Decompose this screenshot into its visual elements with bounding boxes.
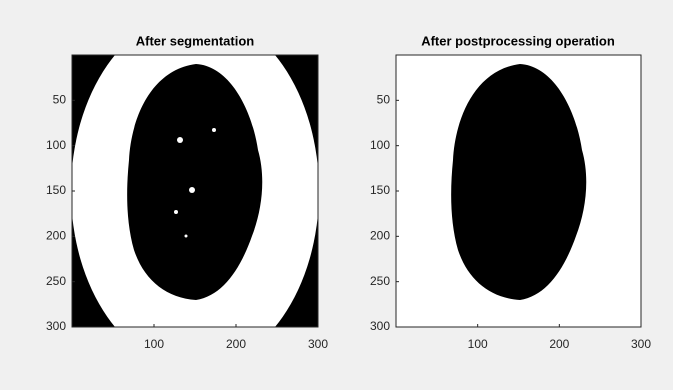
x-tick-label: 100: [144, 337, 164, 351]
y-tick-label: 300: [370, 319, 390, 333]
x-tick-label: 300: [631, 337, 651, 351]
y-tick-label: 50: [53, 93, 67, 107]
y-tick-label: 250: [370, 274, 390, 288]
y-tick-label: 150: [46, 183, 66, 197]
y-tick-label: 100: [46, 138, 66, 152]
hole: [177, 137, 183, 143]
hole: [174, 210, 178, 214]
y-tick-label: 200: [370, 229, 390, 243]
y-tick-label: 50: [377, 93, 391, 107]
x-tick-label: 200: [549, 337, 569, 351]
axes-title: After segmentation: [136, 33, 255, 48]
x-tick-label: 300: [308, 337, 328, 351]
y-tick-label: 200: [46, 229, 66, 243]
axes-title: After postprocessing operation: [421, 33, 615, 48]
postprocessed-image: [396, 55, 641, 327]
hole: [189, 187, 195, 193]
segmentation-image: [71, 13, 319, 369]
figure: After segmentation After postprocessing …: [0, 0, 673, 390]
hole: [185, 235, 188, 238]
x-tick-label: 200: [226, 337, 246, 351]
y-tick-label: 300: [46, 319, 66, 333]
x-tick-label: 100: [468, 337, 488, 351]
y-tick-label: 150: [370, 183, 390, 197]
y-tick-label: 100: [370, 138, 390, 152]
y-tick-label: 250: [46, 274, 66, 288]
hole: [212, 128, 216, 132]
